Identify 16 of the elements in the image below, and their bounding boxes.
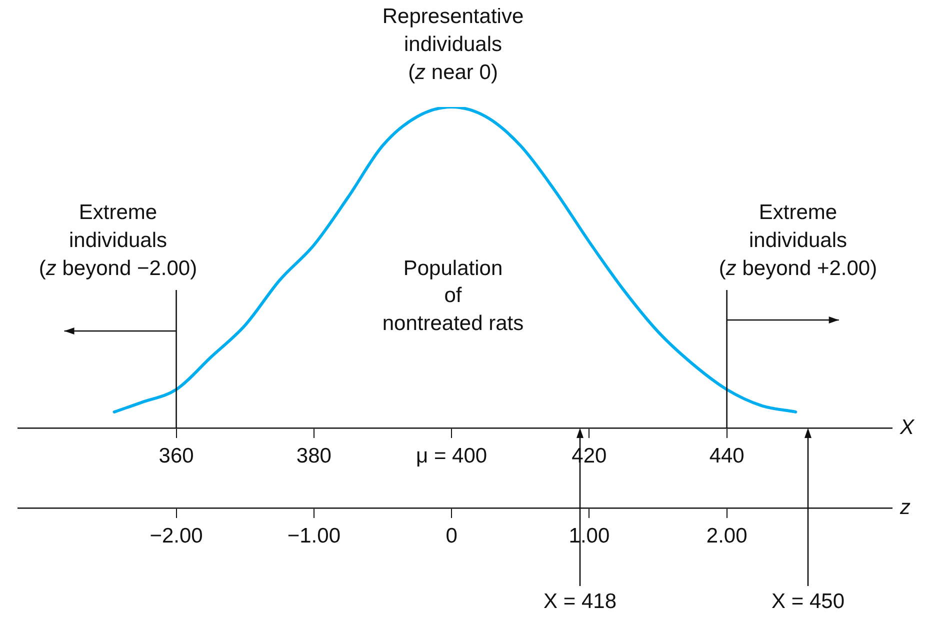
x-axis-title: X [899,416,915,439]
x2-tick-label: 0 [446,524,458,548]
annotation: Extreme individuals (z beyond +2.00) [718,200,878,280]
x-tick-label: 440 [709,444,744,468]
x-tick-label: 360 [158,444,194,468]
x-tick-label: 380 [296,444,332,468]
annotation: Population of nontreated rats [382,256,524,335]
annotation: Extreme individuals (z beyond −2.00) [38,200,198,280]
text: Representative individuals (z near 0) [382,4,524,84]
x2-axis-title: z [899,496,911,519]
x2-tick-label: 2.00 [706,524,748,548]
text: X = 418 [544,590,616,613]
x-tick-label: μ = 400 [416,444,488,468]
x2-tick-label: −1.00 [287,524,340,548]
x2-tick-label: −2.00 [150,524,203,548]
text: X = 450 [772,590,844,613]
